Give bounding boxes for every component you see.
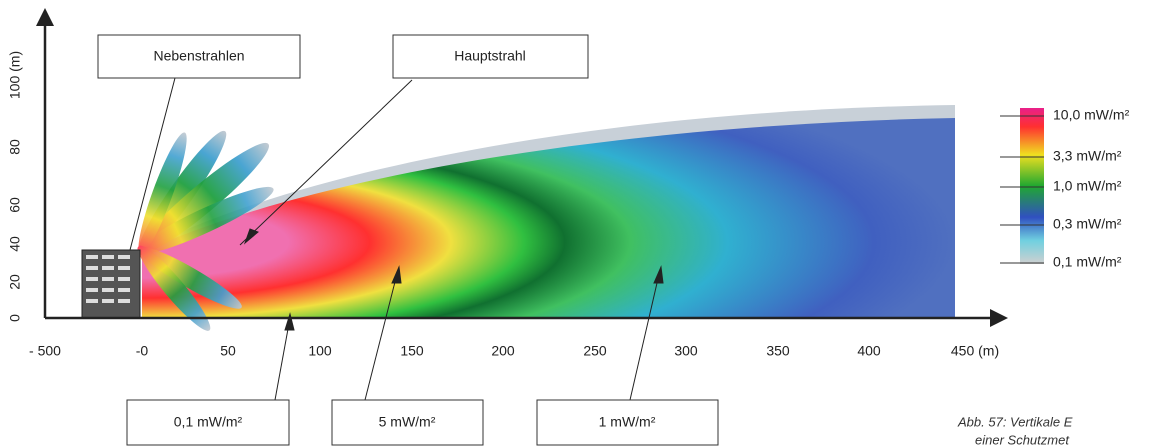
x-tick-label: 350 [766,343,790,359]
callout-label: Hauptstrahl [454,48,526,64]
callout-label: 0,1 mW/m² [174,414,243,430]
x-tick-label: -0 [136,343,149,359]
y-tick-label: 0 [7,314,23,322]
axes [36,8,1008,327]
legend [1000,108,1044,264]
x-tick-label: 250 [583,343,607,359]
x-tick-label: 450 (m) [951,343,999,359]
callout-label: 5 mW/m² [379,414,436,430]
callouts [97,34,719,446]
x-tick-label: 400 [857,343,881,359]
y-tick-label: 60 [7,197,23,213]
y-tick-label: 80 [7,139,23,155]
x-tick-label: 200 [491,343,515,359]
legend-label: 1,0 mW/m² [1053,178,1122,194]
y-tick-label: 40 [7,236,23,252]
caption: Abb. 57: Vertikale E [957,414,1073,429]
x-tick-label: - 500 [29,343,61,359]
x-tick-label: 50 [220,343,236,359]
legend-label: 0,1 mW/m² [1053,254,1122,270]
x-tick-label: 150 [400,343,424,359]
field-map [81,105,955,331]
caption: einer Schutzmet [975,432,1070,447]
callout-label: 1 mW/m² [599,414,656,430]
legend-label: 3,3 mW/m² [1053,148,1122,164]
legend-label: 10,0 mW/m² [1053,107,1130,123]
y-tick-label: 20 [7,274,23,290]
x-tick-label: 300 [674,343,698,359]
y-tick-label: 100 (m) [7,51,23,99]
x-tick-label: 100 [308,343,332,359]
legend-label: 0,3 mW/m² [1053,216,1122,232]
callout-label: Nebenstrahlen [153,48,244,64]
